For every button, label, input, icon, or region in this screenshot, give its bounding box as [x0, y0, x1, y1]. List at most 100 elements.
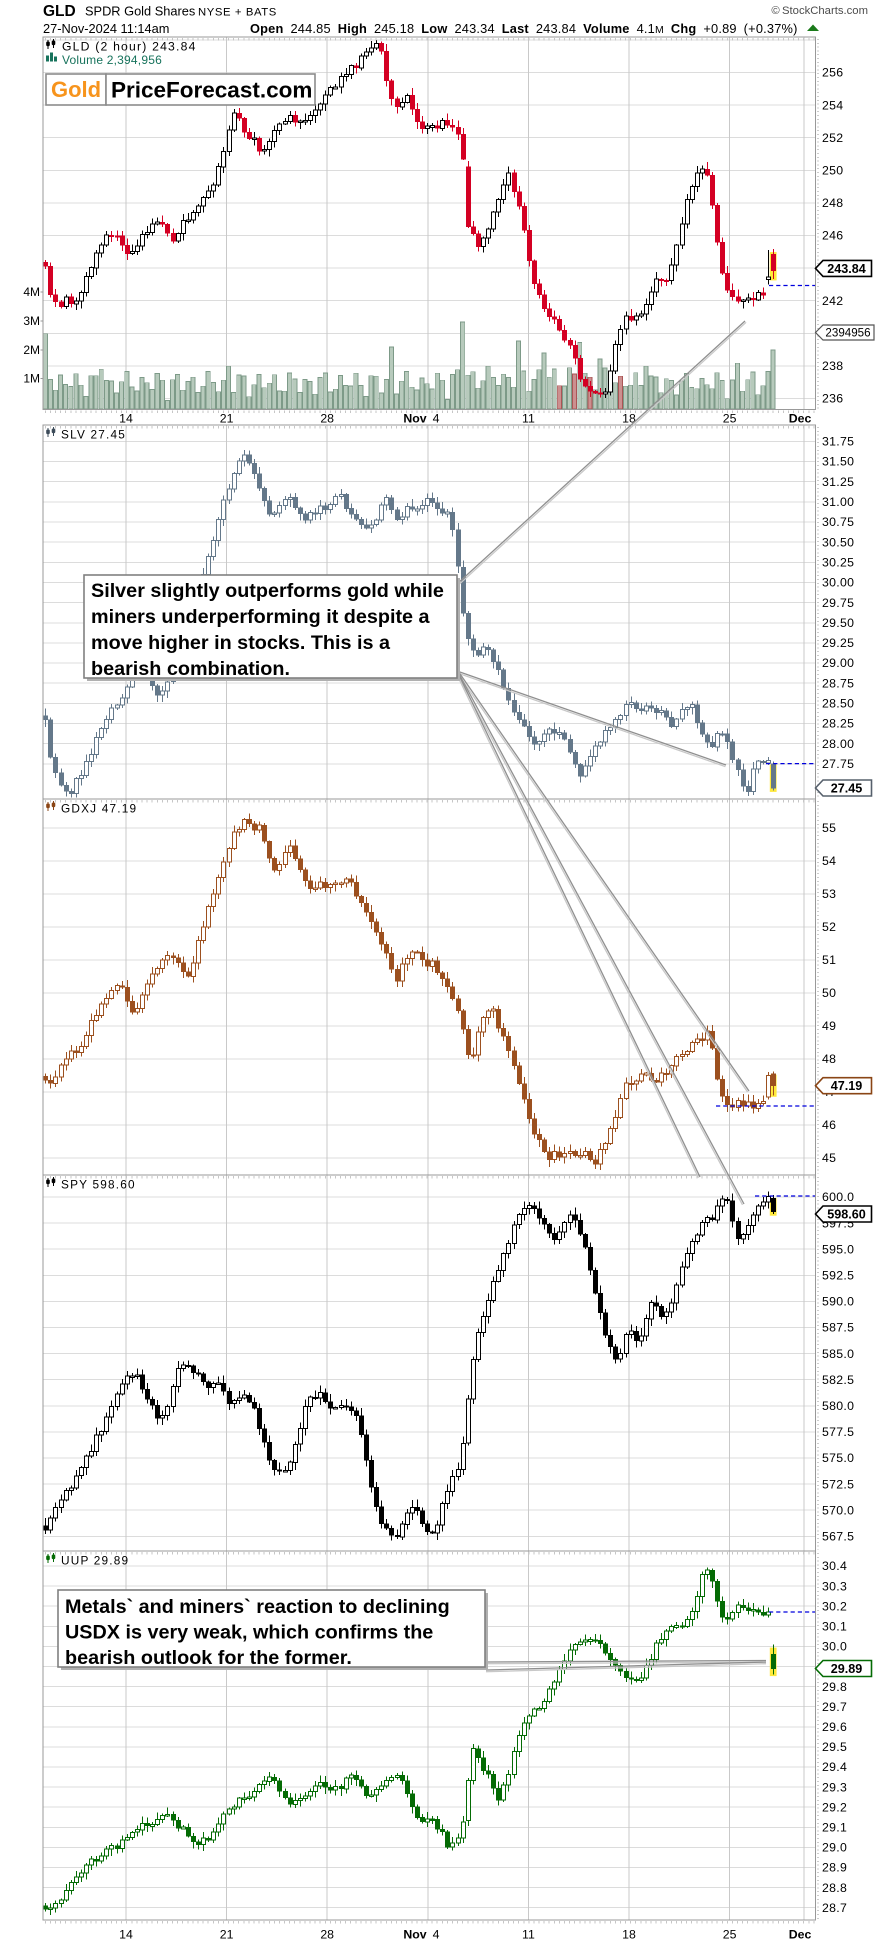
- svg-text:4M: 4M: [23, 285, 40, 299]
- svg-text:Gold: Gold: [51, 77, 101, 102]
- svg-text:29.7: 29.7: [822, 1700, 847, 1714]
- svg-text:577.5: 577.5: [822, 1425, 854, 1439]
- svg-text:Silver slightly outperforms go: Silver slightly outperforms gold while: [91, 580, 444, 602]
- svg-text:25: 25: [723, 412, 737, 426]
- svg-text:598.60: 598.60: [827, 1207, 866, 1221]
- svg-text:238: 238: [822, 359, 843, 373]
- svg-text:14: 14: [119, 1928, 133, 1942]
- svg-text:SPY 598.60: SPY 598.60: [61, 1178, 136, 1192]
- svg-text:55: 55: [822, 821, 836, 835]
- svg-text:29.6: 29.6: [822, 1720, 847, 1734]
- svg-text:27.45: 27.45: [831, 781, 863, 795]
- svg-text:48: 48: [822, 1052, 836, 1066]
- svg-text:575.0: 575.0: [822, 1451, 854, 1465]
- svg-text:47.19: 47.19: [831, 1079, 863, 1093]
- svg-text:bearish combination.: bearish combination.: [91, 658, 290, 680]
- svg-text:30.2: 30.2: [822, 1599, 847, 1613]
- svg-text:52: 52: [822, 920, 836, 934]
- svg-text:18: 18: [622, 1928, 636, 1942]
- svg-text:29.8: 29.8: [822, 1680, 847, 1694]
- svg-text:592.5: 592.5: [822, 1269, 854, 1283]
- svg-text:SLV 27.45: SLV 27.45: [61, 428, 126, 442]
- svg-text:29.5: 29.5: [822, 1740, 847, 1754]
- svg-text:30.1: 30.1: [822, 1620, 847, 1634]
- svg-text:USDX is very weak, which confi: USDX is very weak, which confirms the: [65, 1622, 433, 1644]
- svg-text:2M: 2M: [23, 343, 40, 357]
- svg-text:30.00: 30.00: [822, 576, 854, 590]
- svg-text:29.50: 29.50: [822, 616, 854, 630]
- svg-text:45: 45: [822, 1151, 836, 1165]
- svg-text:580.0: 580.0: [822, 1399, 854, 1413]
- svg-text:SPDR Gold Shares: SPDR Gold Shares: [85, 4, 195, 19]
- svg-text:UUP 29.89: UUP 29.89: [61, 1554, 129, 1568]
- svg-text:28.8: 28.8: [822, 1881, 847, 1895]
- svg-text:50: 50: [822, 986, 836, 1000]
- svg-text:Open 244.85 High 245.18 Low 24: Open 244.85 High 245.18 Low 243.34 Last …: [250, 21, 798, 36]
- svg-text:243.84: 243.84: [827, 262, 866, 276]
- svg-text:NYSE + BATS: NYSE + BATS: [198, 7, 277, 19]
- svg-text:54: 54: [822, 854, 836, 868]
- svg-text:29.4: 29.4: [822, 1760, 847, 1774]
- svg-text:236: 236: [822, 392, 843, 406]
- svg-text:Nov: Nov: [403, 1928, 426, 1942]
- svg-text:4: 4: [433, 1928, 440, 1942]
- svg-text:21: 21: [220, 1928, 234, 1942]
- svg-text:29.0: 29.0: [822, 1841, 847, 1855]
- svg-text:27-Nov-2024 11:14am: 27-Nov-2024 11:14am: [43, 21, 169, 36]
- svg-text:242: 242: [822, 294, 843, 308]
- svg-text:28.75: 28.75: [822, 676, 854, 690]
- svg-text:600.0: 600.0: [822, 1190, 854, 1204]
- svg-text:28.00: 28.00: [822, 737, 854, 751]
- svg-text:53: 53: [822, 887, 836, 901]
- svg-text:Nov: Nov: [403, 412, 426, 426]
- svg-text:bearish outlook for the former: bearish outlook for the former.: [65, 1647, 352, 1669]
- svg-text:29.89: 29.89: [831, 1662, 863, 1676]
- svg-text:miners underperforming it desp: miners underperforming it despite a: [91, 606, 431, 628]
- svg-text:29.75: 29.75: [822, 596, 854, 610]
- svg-text:Volume 2,394,956: Volume 2,394,956: [62, 53, 162, 67]
- svg-text:29.1: 29.1: [822, 1821, 847, 1835]
- svg-text:30.50: 30.50: [822, 535, 854, 549]
- svg-text:28.50: 28.50: [822, 697, 854, 711]
- svg-text:© StockCharts.com: © StockCharts.com: [771, 5, 868, 17]
- svg-text:GLD: GLD: [43, 3, 76, 20]
- svg-text:570.0: 570.0: [822, 1503, 854, 1517]
- svg-text:30.25: 30.25: [822, 556, 854, 570]
- svg-text:30.0: 30.0: [822, 1640, 847, 1654]
- svg-text:1M: 1M: [23, 372, 40, 386]
- svg-text:28: 28: [320, 1928, 334, 1942]
- svg-text:590.0: 590.0: [822, 1295, 854, 1309]
- svg-text:567.5: 567.5: [822, 1530, 854, 1544]
- svg-text:30.4: 30.4: [822, 1559, 847, 1573]
- svg-text:31.50: 31.50: [822, 455, 854, 469]
- svg-text:move higher in stocks. This is: move higher in stocks. This is a: [91, 632, 391, 654]
- svg-text:46: 46: [822, 1118, 836, 1132]
- svg-text:28.7: 28.7: [822, 1901, 847, 1915]
- svg-text:248: 248: [822, 196, 843, 210]
- svg-text:28: 28: [320, 412, 334, 426]
- svg-text:Dec: Dec: [789, 1928, 812, 1942]
- svg-text:585.0: 585.0: [822, 1347, 854, 1361]
- svg-text:18: 18: [622, 412, 636, 426]
- svg-text:GDXJ 47.19: GDXJ 47.19: [61, 802, 137, 816]
- svg-text:11: 11: [522, 412, 535, 426]
- svg-text:29.25: 29.25: [822, 636, 854, 650]
- svg-text:31.75: 31.75: [822, 435, 854, 449]
- svg-text:PriceForecast.com: PriceForecast.com: [111, 78, 312, 103]
- svg-text:2394956: 2394956: [825, 327, 870, 340]
- svg-text:3M: 3M: [23, 314, 40, 328]
- svg-text:28.25: 28.25: [822, 717, 854, 731]
- svg-text:GLD (2 hour) 243.84: GLD (2 hour) 243.84: [62, 40, 197, 54]
- svg-text:30.3: 30.3: [822, 1579, 847, 1593]
- svg-text:21: 21: [220, 412, 234, 426]
- svg-text:49: 49: [822, 1019, 836, 1033]
- svg-text:572.5: 572.5: [822, 1477, 854, 1491]
- svg-text:254: 254: [822, 98, 843, 112]
- svg-text:29.2: 29.2: [822, 1800, 847, 1814]
- svg-text:595.0: 595.0: [822, 1242, 854, 1256]
- svg-text:Metals` and miners` reaction t: Metals` and miners` reaction to declinin…: [65, 1596, 450, 1618]
- svg-text:29.3: 29.3: [822, 1780, 847, 1794]
- svg-text:30.75: 30.75: [822, 515, 854, 529]
- svg-text:29.00: 29.00: [822, 656, 854, 670]
- svg-text:28.9: 28.9: [822, 1861, 847, 1875]
